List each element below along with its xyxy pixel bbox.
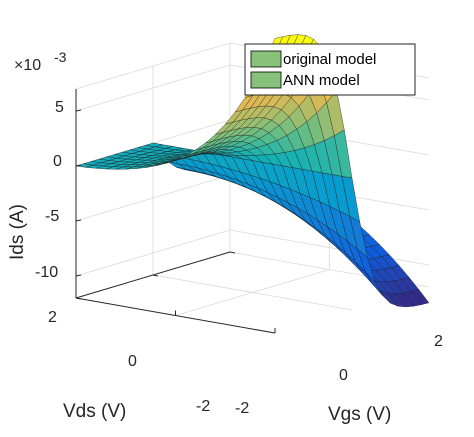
axis-line — [75, 219, 82, 222]
legend-label-original: original model — [283, 51, 376, 68]
legend-swatch-original — [250, 50, 282, 68]
x-tick-label: 2 — [434, 333, 443, 350]
x-axis-ticks: -2 0 2 — [235, 333, 443, 417]
z-exponent: ×10 -3 — [14, 49, 67, 74]
axis-line — [75, 297, 82, 300]
z-tick-label: 5 — [55, 99, 64, 116]
y-tick-label: 0 — [128, 353, 137, 370]
axis-line — [75, 164, 82, 167]
z-exponent-base: ×10 — [14, 57, 41, 74]
axes-box-front — [75, 89, 276, 334]
x-axis-label: Vgs (V) — [328, 404, 391, 425]
x-tick-label: -2 — [235, 400, 249, 417]
z-axis-label: Ids (A) — [7, 204, 28, 260]
z-tick-label: -10 — [35, 264, 58, 281]
z-tick-label: 0 — [53, 153, 62, 170]
axis-line — [152, 274, 353, 311]
y-axis-label: Vds (V) — [63, 401, 126, 422]
axis-line — [75, 109, 82, 112]
axis-line — [75, 42, 231, 90]
surface-mesh — [75, 34, 430, 308]
y-tick-label: -2 — [196, 398, 210, 415]
legend-swatch-ann — [250, 71, 282, 89]
axis-line — [152, 274, 159, 277]
axis-line — [229, 251, 236, 254]
z-axis-ticks: 5 0 -5 -10 — [35, 99, 64, 281]
z-exponent-power: -3 — [54, 49, 67, 65]
z-tick-label: -5 — [45, 208, 59, 225]
axis-line — [75, 274, 82, 277]
y-axis-ticks: 2 0 -2 — [48, 309, 210, 415]
svg-text:×10: ×10 — [14, 57, 41, 74]
legend: original model ANN model — [244, 43, 416, 96]
y-tick-label: 2 — [48, 309, 57, 326]
legend-label-ann: ANN model — [283, 72, 360, 89]
x-tick-label: 0 — [339, 367, 348, 384]
